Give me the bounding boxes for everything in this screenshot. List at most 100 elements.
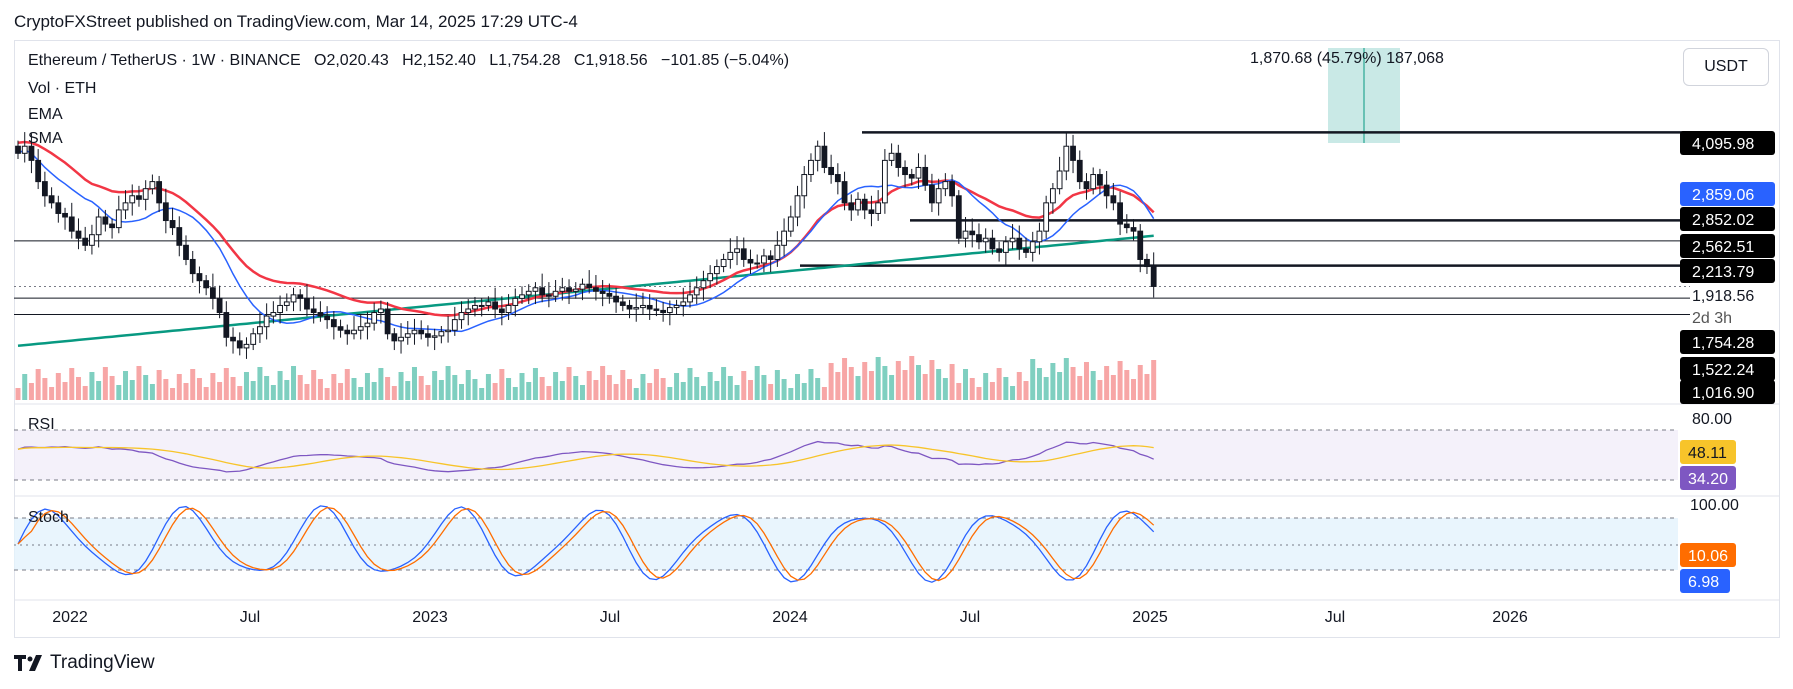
volume-bar: [660, 378, 666, 400]
volume-bar: [1110, 375, 1116, 400]
candle-body: [1043, 202, 1050, 232]
candle-body: [747, 258, 754, 264]
candle-body: [619, 301, 626, 306]
candle-body: [572, 288, 579, 292]
candle-body: [21, 145, 28, 154]
volume-bar: [996, 368, 1002, 400]
volume-bar: [1090, 371, 1096, 400]
volume-bar: [156, 370, 162, 400]
candle-body: [875, 202, 882, 214]
vol-legend[interactable]: Vol · ETH: [28, 80, 97, 97]
rsi-line: [17, 440, 1154, 473]
candle-body: [646, 304, 653, 310]
price-label: 1,016.90: [1692, 385, 1754, 402]
volume-bar: [889, 375, 895, 400]
volume-bar: [707, 372, 713, 400]
volume-bar: [364, 373, 370, 400]
candle-body: [1036, 230, 1043, 243]
sma-blue-line: [17, 148, 1155, 333]
rsi-label-bg: [1680, 466, 1736, 490]
volume-bar: [1057, 372, 1063, 400]
ohlc-legend: Ethereum / TetherUS · 1W · BINANCE O2,02…: [28, 52, 789, 70]
volume-bar: [136, 366, 142, 400]
candle-body: [162, 202, 169, 222]
candle-body: [949, 181, 955, 197]
candle-body: [156, 181, 163, 204]
candle-body: [297, 294, 304, 299]
candle-body: [384, 308, 391, 335]
candle-body: [680, 301, 687, 306]
volume-bar: [324, 388, 330, 400]
candle-body: [48, 195, 55, 204]
candle-body: [613, 295, 619, 303]
stoch-pane-label[interactable]: Stoch: [28, 509, 69, 526]
volume-bar: [378, 368, 384, 400]
candle-body: [1029, 241, 1036, 253]
candle-body: [55, 202, 62, 214]
volume-bar: [1104, 366, 1110, 400]
ema-legend[interactable]: EMA: [28, 106, 63, 123]
price-label-bg: [1680, 207, 1775, 231]
candle-body: [203, 280, 210, 289]
candle-body: [492, 301, 499, 310]
currency-button[interactable]: USDT: [1683, 48, 1769, 86]
volume-bar: [949, 364, 955, 400]
candle-body: [962, 230, 969, 239]
volume-bar: [754, 366, 760, 400]
candle-body: [808, 159, 814, 176]
price-label-bg: [1680, 380, 1775, 404]
candle-body: [787, 216, 794, 232]
volume-bar: [902, 370, 908, 400]
candle-body: [149, 181, 156, 190]
change-value: −101.85 (−5.04%): [661, 52, 790, 69]
candle-body: [660, 309, 667, 314]
candle-body: [505, 304, 512, 314]
candle-body: [626, 304, 633, 310]
candle-body: [774, 244, 781, 260]
candle-body: [1103, 184, 1110, 197]
candle-body: [1150, 266, 1157, 287]
volume-bar: [82, 386, 88, 400]
volume-bar: [875, 357, 881, 400]
x-tick-label: Jul: [960, 609, 980, 626]
candle-body: [633, 307, 640, 310]
volume-bar: [653, 369, 659, 400]
rsi-pane-label[interactable]: RSI: [28, 416, 55, 433]
candle-body: [1023, 248, 1029, 253]
candle-body: [841, 181, 848, 204]
volume-bar: [559, 381, 565, 400]
volume-bar: [828, 363, 834, 400]
candle-body: [398, 336, 404, 342]
volume-bar: [532, 368, 538, 400]
volume-bar: [1144, 374, 1150, 400]
volume-bar: [855, 376, 861, 400]
volume-bar: [506, 378, 512, 400]
sma-legend[interactable]: SMA: [28, 130, 63, 147]
tradingview-logo[interactable]: TradingView: [14, 652, 155, 674]
candle-body: [794, 195, 801, 218]
symbol-title[interactable]: Ethereum / TetherUS · 1W · BINANCE: [28, 52, 301, 69]
volume-bar: [243, 372, 249, 400]
volume-bar: [667, 387, 673, 400]
volume-bar: [170, 388, 176, 400]
volume-bar: [1117, 361, 1123, 400]
stoch-band: [14, 518, 1678, 570]
candle-body: [767, 255, 774, 260]
candle-body: [250, 333, 257, 345]
candle-body: [848, 202, 855, 211]
candle-body: [1083, 181, 1090, 190]
candle-body: [411, 329, 418, 335]
volume-bar: [89, 372, 95, 400]
volume-bar: [546, 386, 552, 400]
volume-bar: [647, 383, 653, 400]
candle-body: [599, 290, 606, 294]
candle-body: [713, 266, 720, 275]
x-tick-label: Jul: [1325, 609, 1345, 626]
candle-body: [75, 230, 82, 239]
volume-bar: [1043, 377, 1049, 400]
volume-bar: [291, 366, 297, 400]
volume-bar: [405, 381, 411, 400]
candle-body: [1063, 145, 1070, 172]
volume-bar: [49, 387, 55, 400]
